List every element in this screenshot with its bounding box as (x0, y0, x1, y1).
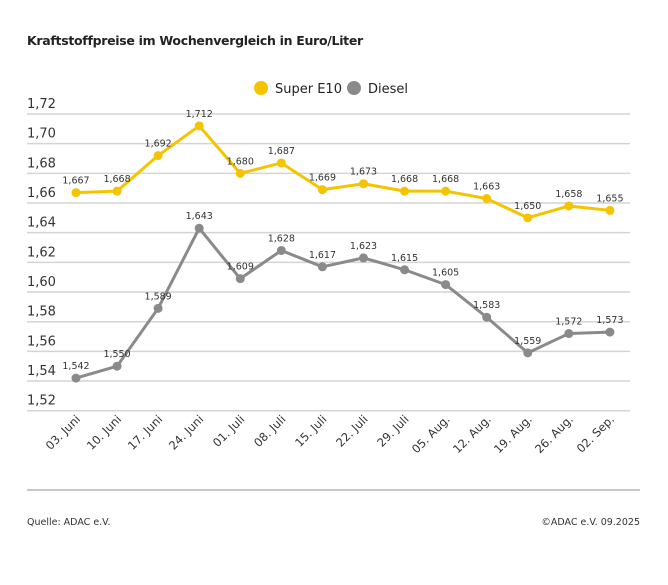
legend-label: Super E10 (275, 82, 342, 97)
divider (27, 489, 640, 491)
data-point (317, 262, 327, 272)
data-point (71, 373, 81, 383)
x-tick-label: 15. Juli (292, 412, 329, 449)
data-point (276, 245, 286, 255)
data-label: 1,668 (432, 174, 459, 185)
data-label: 1,692 (145, 139, 172, 150)
data-point (523, 213, 533, 223)
data-point (400, 265, 410, 275)
data-label: 1,573 (596, 315, 623, 326)
data-point (194, 121, 204, 131)
x-tick-label: 05. Aug. (409, 412, 453, 456)
data-point (523, 348, 533, 358)
data-label: 1,623 (350, 241, 377, 252)
data-label: 1,663 (473, 182, 500, 193)
data-point (441, 280, 451, 290)
data-point (153, 303, 163, 313)
data-point (112, 361, 122, 371)
data-label: 1,668 (391, 174, 418, 185)
data-label: 1,589 (145, 291, 172, 302)
data-point (194, 223, 204, 233)
x-tick-label: 08. Juli (251, 412, 288, 449)
y-tick-label: 1,52 (27, 394, 56, 409)
x-tick-label: 19. Aug. (491, 412, 535, 456)
data-label: 1,669 (309, 173, 336, 184)
data-label: 1,542 (62, 361, 89, 372)
data-label: 1,572 (555, 317, 582, 328)
data-label: 1,583 (473, 300, 500, 311)
x-tick-label: 12. Aug. (450, 412, 494, 456)
data-point (564, 329, 574, 339)
x-tick-label: 24. Juni (166, 412, 206, 452)
data-label: 1,605 (432, 268, 459, 279)
y-tick-label: 1,58 (27, 305, 56, 320)
x-tick-label: 22. Juli (333, 412, 370, 449)
x-tick-label: 26. Aug. (532, 412, 576, 456)
data-point (153, 151, 163, 161)
data-label: 1,667 (62, 176, 89, 187)
data-point (276, 158, 286, 168)
data-point (112, 186, 122, 196)
data-point (482, 194, 492, 204)
data-point (358, 253, 368, 263)
data-point (235, 168, 245, 178)
legend-marker (347, 81, 361, 95)
data-label: 1,687 (268, 146, 295, 157)
legend-marker (254, 81, 268, 95)
data-point (71, 188, 81, 198)
data-label: 1,680 (227, 156, 254, 167)
y-tick-label: 1,64 (27, 216, 56, 231)
y-tick-label: 1,60 (27, 275, 56, 290)
y-tick-label: 1,56 (27, 334, 56, 349)
data-point (441, 186, 451, 196)
data-label: 1,658 (555, 189, 582, 200)
data-point (400, 186, 410, 196)
chart-title: Kraftstoffpreise im Wochenvergleich in E… (27, 33, 363, 48)
data-point (564, 201, 574, 211)
data-label: 1,643 (186, 211, 213, 222)
y-tick-label: 1,62 (27, 245, 56, 260)
y-tick-label: 1,54 (27, 364, 56, 379)
data-label: 1,559 (514, 336, 541, 347)
y-tick-label: 1,68 (27, 156, 56, 171)
x-tick-label: 03. Juni (43, 412, 83, 452)
data-label: 1,668 (103, 174, 130, 185)
x-tick-label: 17. Juni (125, 412, 165, 452)
y-tick-label: 1,70 (27, 127, 56, 142)
data-label: 1,712 (186, 109, 213, 120)
x-tick-label: 10. Juni (84, 412, 124, 452)
data-label: 1,650 (514, 201, 541, 212)
series-line-super-e10 (75, 124, 611, 220)
data-point (482, 312, 492, 322)
y-tick-label: 1,72 (27, 97, 56, 112)
data-label: 1,550 (103, 349, 130, 360)
x-tick-label: 01. Juli (210, 412, 247, 449)
data-label: 1,655 (596, 193, 623, 204)
data-label: 1,617 (309, 250, 336, 261)
copyright-note: ©ADAC e.V. 09.2025 (541, 517, 640, 528)
data-point (605, 327, 615, 337)
data-label: 1,615 (391, 253, 418, 264)
data-label: 1,673 (350, 167, 377, 178)
x-tick-label: 02. Sep. (574, 412, 617, 455)
source-note: Quelle: ADAC e.V. (27, 517, 111, 528)
data-point (317, 185, 327, 195)
data-point (358, 179, 368, 189)
data-label: 1,609 (227, 262, 254, 273)
data-point (605, 205, 615, 215)
legend-label: Diesel (368, 82, 408, 97)
series-line-diesel (75, 226, 610, 380)
y-tick-label: 1,66 (27, 186, 56, 201)
data-point (235, 274, 245, 284)
x-tick-label: 29. Juli (374, 412, 411, 449)
data-label: 1,628 (268, 233, 295, 244)
